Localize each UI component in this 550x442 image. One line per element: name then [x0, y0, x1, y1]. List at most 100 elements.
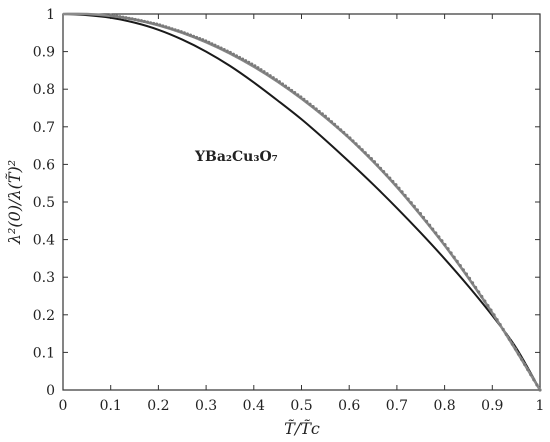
- y-axis-label: λ²(0)/λ(T̃)²: [5, 160, 24, 245]
- series-point: [467, 276, 472, 280]
- series-point: [520, 357, 524, 361]
- x-tick-label: 0.4: [243, 398, 265, 414]
- y-tick-label: 0.3: [33, 270, 55, 286]
- series-point: [268, 74, 272, 78]
- series-point: [179, 30, 183, 34]
- series-point: [351, 139, 355, 143]
- series-point: [265, 72, 269, 76]
- series-point: [357, 145, 361, 149]
- series-point: [271, 76, 275, 80]
- series-point: [428, 223, 432, 227]
- series-point: [167, 26, 171, 30]
- series-point: [336, 125, 340, 129]
- series-point: [397, 186, 401, 190]
- x-axis-label: T̃/T̃c: [284, 419, 320, 438]
- series-point: [526, 367, 530, 372]
- series-point: [489, 308, 493, 312]
- series-point: [170, 27, 174, 31]
- series-point: [188, 33, 193, 37]
- series-point: [247, 60, 251, 64]
- series-point: [418, 212, 423, 216]
- series-point: [225, 49, 229, 53]
- series-point: [109, 13, 113, 17]
- x-tick-label: 0.1: [100, 398, 122, 414]
- series-point: [486, 304, 490, 308]
- series-point: [152, 21, 156, 26]
- series-point: [443, 242, 447, 247]
- y-tick-label: 0.4: [33, 233, 55, 249]
- series-point: [538, 388, 542, 392]
- series-point: [406, 197, 410, 201]
- series-point: [470, 281, 475, 285]
- series-point: [158, 23, 162, 27]
- series-point: [283, 84, 288, 88]
- series-point: [201, 38, 205, 42]
- y-tick-label: 0.6: [33, 157, 55, 173]
- series-group: [62, 12, 542, 392]
- series-point: [191, 34, 196, 38]
- series-point: [369, 157, 373, 161]
- series-point: [440, 239, 444, 243]
- series-point: [286, 86, 291, 90]
- series-point: [483, 299, 487, 303]
- series-point: [323, 114, 327, 118]
- series-point: [219, 46, 223, 50]
- series-point: [329, 120, 334, 124]
- series-point: [317, 109, 321, 114]
- series-point: [207, 40, 211, 44]
- series-point: [280, 82, 285, 86]
- series-point: [173, 28, 177, 32]
- series-point: [136, 18, 140, 22]
- series-point: [326, 117, 331, 121]
- y-tick-label: 0.5: [33, 195, 55, 211]
- series-point: [421, 215, 426, 220]
- series-point: [403, 193, 407, 198]
- series-point: [477, 290, 481, 294]
- series-point: [228, 50, 232, 55]
- series-point: [388, 176, 392, 180]
- series-point: [424, 219, 429, 223]
- series-point: [523, 362, 527, 366]
- series-point: [256, 66, 260, 70]
- x-tick-label: 0.7: [386, 398, 408, 414]
- x-tick-label: 0.5: [290, 398, 312, 414]
- x-tick-label: 1: [536, 398, 545, 414]
- y-tick-label: 0: [46, 383, 55, 399]
- series-point: [274, 78, 278, 82]
- series-point: [253, 64, 257, 68]
- series-point: [516, 352, 521, 356]
- series-point: [314, 107, 318, 111]
- series-point: [155, 22, 159, 26]
- series-point: [240, 57, 245, 61]
- series-point: [378, 166, 383, 170]
- y-tick-label: 0.7: [33, 120, 55, 136]
- series-point: [372, 160, 377, 164]
- x-tick-label: 0.2: [147, 398, 169, 414]
- series-point: [348, 136, 352, 140]
- series-point: [437, 235, 441, 239]
- series-point: [293, 91, 297, 95]
- series-point: [449, 251, 453, 255]
- series-point: [360, 148, 364, 152]
- y-tick-label: 0.1: [33, 345, 55, 361]
- series-point: [130, 17, 134, 21]
- series-point: [498, 323, 502, 327]
- plot-frame: [62, 13, 541, 391]
- series-point: [495, 318, 499, 322]
- tick-group: [62, 13, 541, 391]
- series-point: [400, 190, 404, 194]
- series-point: [194, 35, 199, 40]
- series-point: [305, 100, 309, 104]
- series-point: [213, 43, 217, 47]
- series-point: [161, 24, 165, 28]
- series-point: [210, 42, 214, 46]
- series-point: [118, 15, 122, 19]
- y-tick-label: 1: [46, 7, 55, 23]
- series-point: [127, 16, 131, 20]
- series-point: [382, 169, 386, 174]
- series-point: [244, 59, 248, 63]
- series-point: [474, 285, 478, 290]
- series-point: [234, 54, 239, 58]
- series-point: [394, 183, 398, 187]
